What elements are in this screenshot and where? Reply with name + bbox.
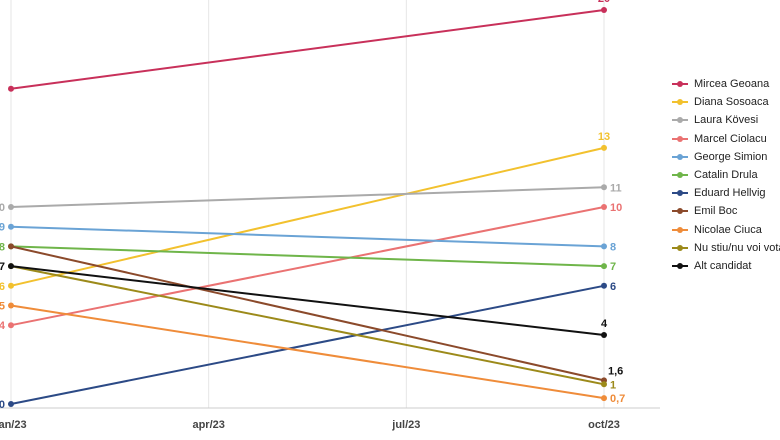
data-point xyxy=(601,243,607,250)
data-point xyxy=(8,243,14,250)
series-line xyxy=(10,206,605,327)
legend-label: Mircea Geoana xyxy=(694,78,770,91)
data-point xyxy=(8,223,14,230)
x-tick-label: oct/23 xyxy=(588,419,620,431)
data-label: 0 xyxy=(0,399,5,411)
series-line xyxy=(10,265,605,337)
data-point xyxy=(601,282,607,289)
legend-label: Eduard Hellvig xyxy=(694,187,766,200)
data-label: 0,7 xyxy=(610,393,625,405)
data-label: 1 xyxy=(610,379,616,391)
data-label: 10 xyxy=(610,202,622,214)
data-label: 7 xyxy=(0,261,5,273)
series-line xyxy=(10,186,605,208)
data-label: 4 xyxy=(601,318,608,330)
data-label: 0 xyxy=(0,202,5,214)
data-label: 7 xyxy=(610,261,616,273)
legend-item: Marcel Ciolacu xyxy=(672,130,780,148)
legend-label: George Simion xyxy=(694,150,768,163)
legend-swatch xyxy=(672,206,688,216)
data-point xyxy=(8,322,14,329)
legend-label: Nu stiu/nu voi vota xyxy=(694,241,780,254)
x-tick-label: jan/23 xyxy=(0,419,27,431)
x-tick-label: apr/23 xyxy=(192,419,224,431)
data-point xyxy=(601,263,607,270)
data-point xyxy=(601,184,607,191)
data-label: 20 xyxy=(598,0,610,5)
series-line xyxy=(10,304,605,400)
data-point xyxy=(601,332,607,339)
series-line xyxy=(10,9,605,90)
chart-legend: Mircea Geoana Diana Sosoaca Laura Kövesi Ma… xyxy=(672,75,780,275)
data-label: 1,6 xyxy=(608,365,623,377)
legend-label: Alt candidat xyxy=(694,259,752,272)
series-line xyxy=(10,284,605,405)
legend-item: Nicolae Ciuca xyxy=(672,221,780,239)
data-point xyxy=(8,85,14,92)
data-point xyxy=(601,395,607,402)
legend-item: George Simion xyxy=(672,148,780,166)
data-point xyxy=(8,282,14,289)
legend-swatch xyxy=(672,170,688,180)
legend-item: Eduard Hellvig xyxy=(672,184,780,202)
data-point xyxy=(8,204,14,210)
legend-swatch xyxy=(672,188,688,198)
data-point xyxy=(601,7,607,13)
legend-item: Laura Kövesi xyxy=(672,111,780,129)
series-line xyxy=(10,225,605,248)
data-point xyxy=(8,401,14,407)
data-label: 11 xyxy=(610,182,622,194)
legend-item: Mircea Geoana xyxy=(672,75,780,93)
legend-swatch xyxy=(672,225,688,235)
legend-label: Nicolae Ciuca xyxy=(694,223,762,236)
data-label: 4 xyxy=(0,320,6,332)
legend-swatch xyxy=(672,243,688,253)
legend-swatch xyxy=(672,79,688,89)
legend-swatch xyxy=(672,97,688,107)
data-point xyxy=(8,302,14,309)
legend-item: Nu stiu/nu voi vota xyxy=(672,239,780,257)
data-point xyxy=(601,204,607,210)
legend-label: Diana Sosoaca xyxy=(694,96,769,109)
data-point xyxy=(8,263,14,270)
legend-item: Diana Sosoaca xyxy=(672,93,780,111)
series-line xyxy=(10,265,605,386)
x-tick-label: jul/23 xyxy=(391,419,420,431)
series-line xyxy=(10,245,605,382)
legend-swatch xyxy=(672,261,688,271)
series-line xyxy=(10,245,605,268)
series-line xyxy=(10,146,605,287)
legend-swatch xyxy=(672,115,688,125)
data-point xyxy=(601,381,607,388)
data-label: 8 xyxy=(610,241,616,253)
legend-item: Catalin Drula xyxy=(672,166,780,184)
data-label: 6 xyxy=(610,281,616,293)
data-label: 13 xyxy=(598,131,610,143)
legend-swatch xyxy=(672,152,688,162)
legend-item: Alt candidat xyxy=(672,257,780,275)
legend-label: Catalin Drula xyxy=(694,169,758,182)
data-label: 8 xyxy=(0,241,5,253)
legend-item: Emil Boc xyxy=(672,202,780,220)
legend-label: Laura Kövesi xyxy=(694,114,759,127)
data-label: 5 xyxy=(0,301,5,313)
data-label: 9 xyxy=(0,222,5,234)
data-label: 6 xyxy=(0,281,5,293)
legend-label: Marcel Ciolacu xyxy=(694,132,767,145)
legend-swatch xyxy=(672,134,688,144)
legend-label: Emil Boc xyxy=(694,205,738,218)
data-point xyxy=(601,144,607,151)
